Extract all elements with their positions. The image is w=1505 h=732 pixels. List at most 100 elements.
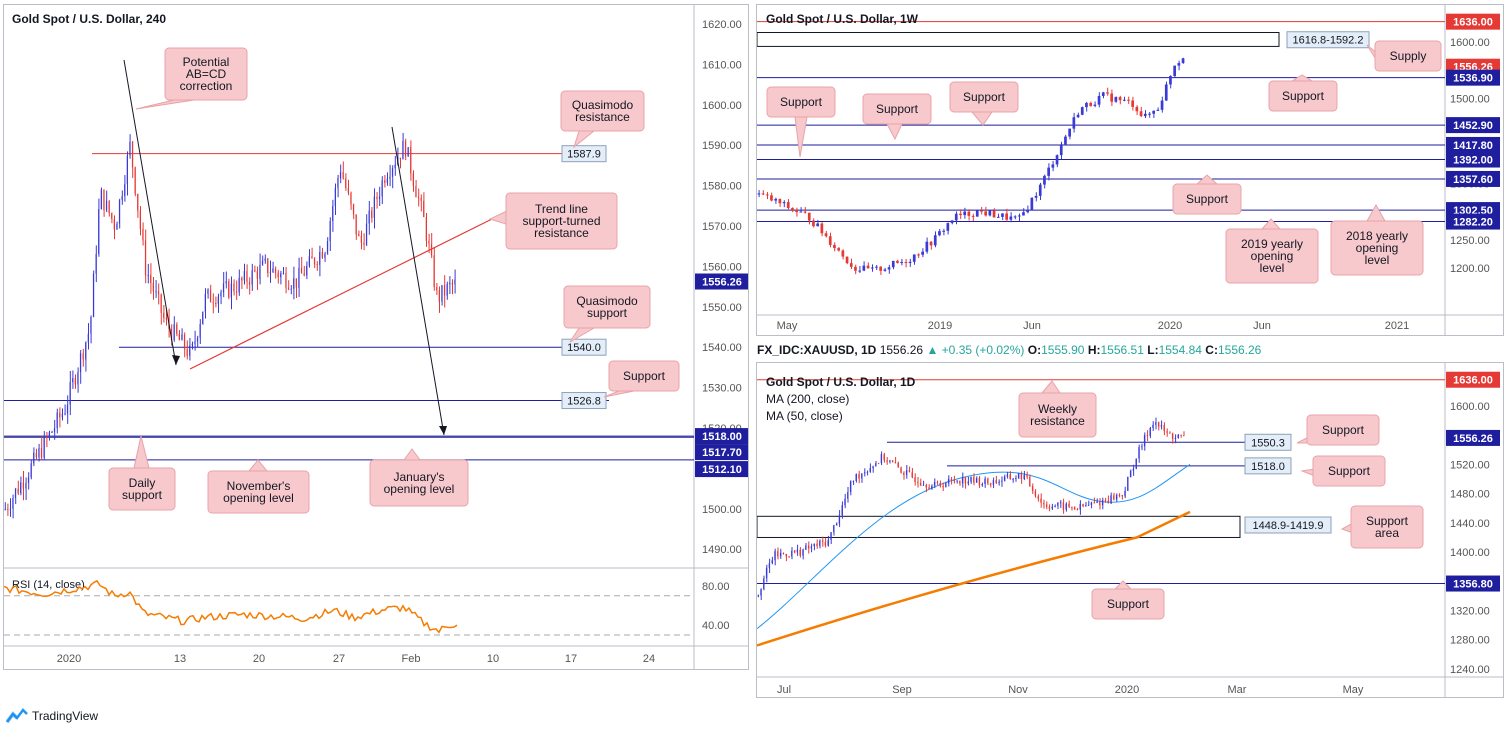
- h4-candle: [360, 236, 362, 243]
- h4-candle: [259, 264, 261, 279]
- h4-candle: [267, 258, 269, 273]
- h4-chart-canvas[interactable]: 1620.00 1610.00 1600.00 1590.00 1580.00 1570.…: [4, 5, 748, 669]
- h4-candle: [20, 482, 22, 494]
- w-candle: [992, 210, 996, 218]
- d-callout-support-1518-text: Support: [1328, 464, 1371, 478]
- w-candle: [1059, 144, 1063, 156]
- d-candle: [947, 478, 950, 484]
- w-tag-1636.00: 1636.00: [1453, 17, 1493, 29]
- w-callout-support-3: Support: [862, 93, 932, 141]
- w-candle: [803, 211, 807, 213]
- w-tag-1536.90: 1536.90: [1453, 73, 1493, 85]
- h4-candle: [451, 282, 453, 285]
- w-candle: [904, 262, 908, 264]
- h4-candle: [25, 482, 27, 489]
- h4-candle: [277, 272, 279, 278]
- d-candle: [1029, 476, 1031, 487]
- d-candle: [900, 467, 902, 473]
- d-candle: [1017, 473, 1020, 479]
- h4-candle: [368, 210, 370, 224]
- h4-drop-arrow: [391, 126, 445, 436]
- d-candle: [1087, 504, 1090, 506]
- d-candle: [1180, 434, 1182, 436]
- weekly-chart-panel[interactable]: 1600.001550.001500.001450.001400.001350.…: [756, 4, 1504, 336]
- d-candle: [760, 589, 762, 596]
- w-candle: [795, 209, 798, 213]
- d-candle: [1138, 447, 1140, 459]
- w-candle: [954, 213, 958, 221]
- h4-time-tick: 2020: [57, 653, 81, 665]
- w-candle: [1030, 197, 1034, 211]
- h4-candle: [191, 343, 193, 346]
- h4-chart-panel[interactable]: 1620.00 1610.00 1600.00 1590.00 1580.00 1570.…: [3, 4, 749, 670]
- h4-tag-1526-bg: [561, 392, 607, 410]
- h4-candle: [100, 189, 102, 210]
- h4-candle: [425, 216, 427, 241]
- w-candle: [778, 198, 782, 204]
- h4-candle: [295, 278, 297, 288]
- w-candle: [1034, 195, 1038, 198]
- h4-candle: [12, 497, 14, 509]
- w-candle: [807, 212, 811, 221]
- d-price-tick: 1600.00: [1450, 401, 1490, 413]
- d-candle: [877, 463, 880, 465]
- h4-candle: [428, 240, 430, 244]
- d-candle: [1062, 502, 1064, 510]
- w-price-tick: 1600.00: [1450, 37, 1490, 49]
- h4-candle: [178, 333, 180, 341]
- w-candle: [1005, 213, 1008, 220]
- h4-candle: [131, 141, 133, 168]
- d-price-tick: 1400.00: [1450, 547, 1490, 559]
- daily-chart-panel[interactable]: 1600.001560.001520.001480.001440.001400.…: [756, 362, 1504, 698]
- h4-candle: [373, 196, 375, 218]
- w-candle: [1047, 167, 1050, 176]
- h4-callout-quasimodo-support-text: support: [587, 306, 628, 320]
- d-candle: [987, 478, 989, 484]
- d-candle: [961, 477, 964, 484]
- h4-candle: [443, 285, 445, 296]
- h4-candle: [74, 378, 76, 385]
- h4-candle: [98, 209, 100, 254]
- ohlc-high: 1556.51: [1100, 343, 1144, 357]
- w-candle: [1148, 113, 1151, 115]
- d-candle: [863, 472, 866, 474]
- w-callout-2019-open-pointer: [1260, 218, 1282, 230]
- w-candle: [1022, 212, 1025, 216]
- daily-chart-canvas[interactable]: 1600.001560.001520.001480.001440.001400.…: [757, 363, 1503, 697]
- d-ma200-line: [757, 510, 1191, 647]
- d-candle: [838, 515, 840, 524]
- h4-tag-1512: 1512.10: [702, 464, 742, 476]
- weekly-chart-canvas[interactable]: 1600.001550.001500.001450.001400.001350.…: [757, 5, 1503, 335]
- h4-candle: [124, 184, 126, 197]
- h4-candle: [152, 283, 154, 292]
- h4-candle: [332, 206, 334, 222]
- h4-callout-nov-open-pointer: [247, 459, 269, 472]
- d-time-tick: Sep: [892, 684, 912, 696]
- h4-candle: [35, 452, 37, 458]
- h4-candle: [319, 252, 321, 265]
- h4-callout-abcd-text: Potential: [183, 55, 230, 69]
- w-candle: [942, 230, 945, 232]
- tradingview-logo[interactable]: TradingView: [6, 708, 98, 724]
- d-callout-support-1550: Support: [1296, 414, 1380, 446]
- h4-callout-daily-support-pointer: [133, 435, 150, 469]
- w-candle: [866, 265, 870, 269]
- d-candle: [992, 480, 994, 485]
- w-candle: [1118, 97, 1122, 101]
- d-candle: [903, 472, 905, 475]
- w-candle: [1068, 128, 1071, 137]
- w-candle: [946, 223, 950, 231]
- d-candle: [1099, 501, 1101, 506]
- d-candle: [894, 462, 896, 464]
- h4-candle: [430, 243, 432, 256]
- h4-candle: [189, 345, 191, 356]
- d-callout-support-1356-box: [1091, 588, 1165, 620]
- d-callout-support-area-box: [1350, 505, 1424, 549]
- d-callout-support-1550-text: Support: [1322, 423, 1365, 437]
- d-candle: [984, 478, 986, 485]
- h4-candle: [290, 288, 292, 290]
- d-candle: [1051, 506, 1053, 509]
